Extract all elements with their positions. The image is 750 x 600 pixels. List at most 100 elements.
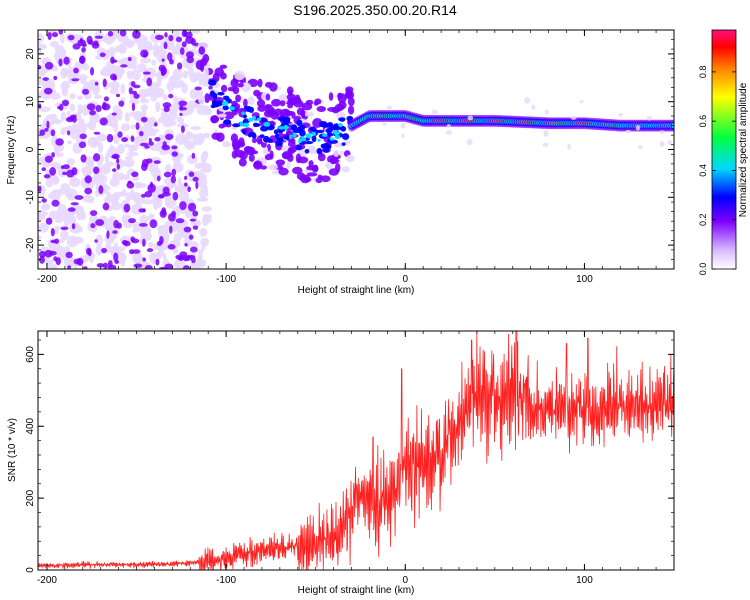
heatmap-cell [142, 208, 146, 213]
heatmap-cell [181, 82, 188, 94]
heatmap-cell [55, 138, 64, 146]
heatmap-cell [111, 153, 120, 160]
heatmap-cell [297, 156, 309, 164]
heatmap-cell [95, 234, 103, 247]
heatmap-cell [89, 210, 98, 216]
heatmap-cell [290, 124, 298, 131]
heatmap-cell [157, 194, 165, 199]
heatmap-cell [268, 164, 278, 171]
heatmap-cell [231, 100, 238, 107]
heatmap-cell [164, 197, 176, 209]
heatmap-cell [151, 59, 157, 66]
heatmap-cell [45, 217, 53, 225]
heatmap-cell [158, 245, 164, 257]
heatmap-cell [186, 155, 198, 165]
heatmap-cell [257, 105, 267, 112]
heatmap-cell [155, 258, 160, 266]
heatmap-cell [214, 67, 225, 77]
heatmap-cell [116, 222, 122, 229]
heatmap-cell [63, 56, 70, 65]
heatmap-cell [278, 116, 287, 122]
heatmap-cell [153, 199, 159, 211]
heatmap-cell [60, 165, 65, 170]
heatmap-cell [189, 218, 197, 222]
heatmap-cell [164, 230, 170, 242]
heatmap-cell [256, 99, 266, 108]
heatmap-cell [178, 100, 188, 107]
colorbar-label: Normalized spectral amplitude [738, 82, 749, 217]
heatmap-cell [149, 219, 158, 229]
heatmap-cell [203, 67, 209, 78]
heatmap-cell [249, 150, 259, 155]
heatmap-cell [189, 246, 198, 253]
heatmap-cell [170, 81, 183, 89]
heatmap-cell [94, 94, 102, 99]
heatmap-cell [167, 244, 176, 250]
heatmap-cell [256, 135, 263, 145]
heatmap-cell [58, 30, 64, 35]
heatmap-cell [141, 163, 148, 172]
heatmap-cell [180, 125, 185, 134]
heatmap-cell [112, 230, 118, 234]
heatmap-cell [50, 239, 57, 244]
heatmap-cell [45, 260, 54, 267]
heatmap-cell [71, 167, 78, 176]
heatmap-cell [667, 140, 673, 146]
heatmap-cell [201, 206, 213, 212]
snr-y-tick-label: 600 [25, 346, 36, 363]
heatmap-cell [89, 67, 95, 76]
heatmap-cell [149, 131, 157, 137]
heatmap-cell [106, 230, 110, 239]
heatmap-cell [230, 78, 239, 88]
heatmap-cell [252, 115, 257, 121]
figure-title: S196.2025.350.00.20.R14 [293, 2, 457, 18]
heatmap-cell [263, 122, 271, 127]
heatmap-cell [96, 263, 105, 268]
heatmap-cell [62, 164, 70, 170]
heatmap-cell [222, 141, 231, 148]
heatmap-cell [570, 116, 577, 120]
heatmap-cell [127, 57, 132, 62]
heatmap-cell [266, 108, 276, 116]
heatmap-cell [192, 176, 199, 182]
heatmap-cell [60, 127, 70, 133]
heatmap-cell [104, 152, 110, 164]
heatmap-cell [48, 79, 56, 91]
spectrogram-x-label: Height of straight line (km) [298, 285, 415, 296]
heatmap-cell [58, 58, 63, 67]
heatmap-cell [400, 122, 406, 129]
heatmap-cell [117, 143, 125, 154]
heatmap-cell [49, 167, 57, 176]
heatmap-cell [101, 247, 108, 254]
heatmap-cell [194, 86, 202, 91]
heatmap-cell [190, 126, 202, 131]
heatmap-cell [279, 100, 286, 107]
heatmap-cell [328, 168, 339, 176]
heatmap-cell [325, 128, 333, 134]
heatmap-cell [278, 126, 285, 130]
heatmap-cell [127, 73, 134, 80]
heatmap-cell [323, 148, 330, 153]
heatmap-cell [659, 130, 665, 134]
heatmap-cell [162, 186, 170, 194]
heatmap-cell [242, 122, 250, 128]
snr-x-tick-label: 100 [576, 575, 593, 586]
snr-y-ticks: 0 200 400 600 [25, 339, 674, 573]
heatmap-cell [77, 103, 83, 114]
heatmap-cell [171, 168, 177, 177]
heatmap-cell [276, 137, 284, 142]
heatmap-cell [79, 133, 87, 140]
heatmap-cell [172, 49, 179, 55]
heatmap-cell [200, 153, 207, 164]
heatmap-cell [39, 129, 46, 136]
heatmap-cell [140, 104, 149, 111]
heatmap-cell [242, 114, 248, 119]
heatmap-cell [155, 45, 162, 51]
spectrogram-x-tick-label: 0 [402, 274, 408, 285]
heatmap-cell [54, 225, 61, 231]
heatmap-cell [194, 263, 199, 269]
heatmap-cell [114, 45, 123, 53]
heatmap-cell [150, 95, 158, 102]
heatmap-cell [99, 133, 107, 141]
heatmap-cell [295, 144, 303, 151]
